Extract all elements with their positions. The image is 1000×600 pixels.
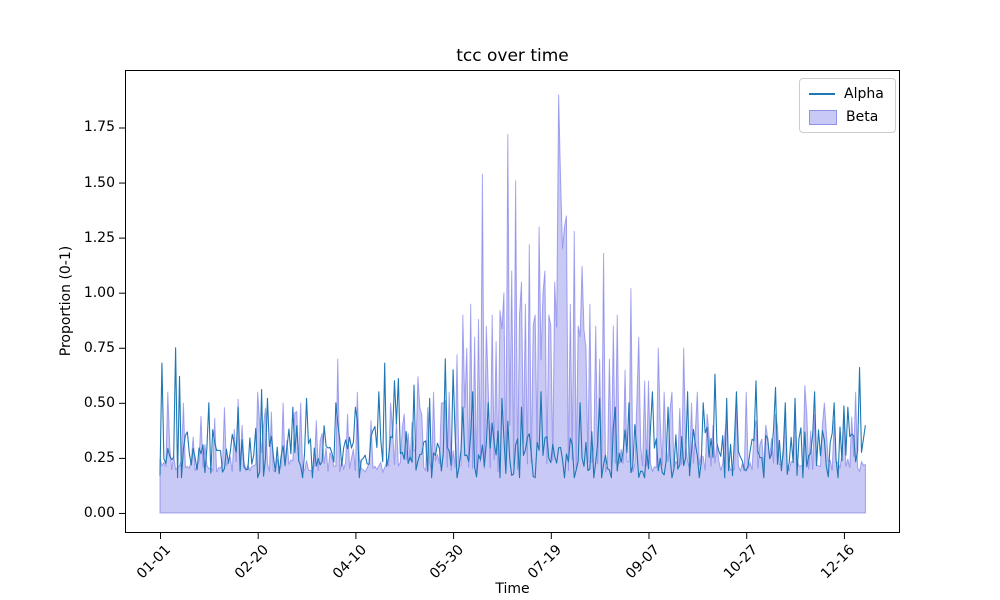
y-tick-label: 0.00 — [83, 504, 115, 521]
x-axis-label: Time — [495, 581, 530, 597]
axes-frame — [125, 70, 900, 533]
legend-label-beta: Beta — [846, 109, 879, 125]
y-tick-label: 0.25 — [83, 449, 115, 466]
beta-patch-swatch — [809, 109, 837, 125]
legend-entry-alpha: Alpha — [809, 86, 884, 102]
y-tick-label: 1.00 — [83, 284, 115, 301]
alpha-line-series — [159, 347, 866, 479]
y-tick-label: 1.25 — [83, 229, 115, 246]
chart-title: tcc over time — [456, 46, 569, 66]
legend-entry-beta: Beta — [809, 109, 884, 125]
legend-label-alpha: Alpha — [844, 86, 884, 102]
y-tick-label: 1.75 — [83, 119, 115, 136]
y-tick-label: 0.50 — [83, 394, 115, 411]
y-tick-label: 0.75 — [83, 339, 115, 356]
alpha-line-swatch — [809, 93, 835, 95]
legend: Alpha Beta — [799, 78, 896, 133]
y-tick-label: 1.50 — [83, 174, 115, 191]
